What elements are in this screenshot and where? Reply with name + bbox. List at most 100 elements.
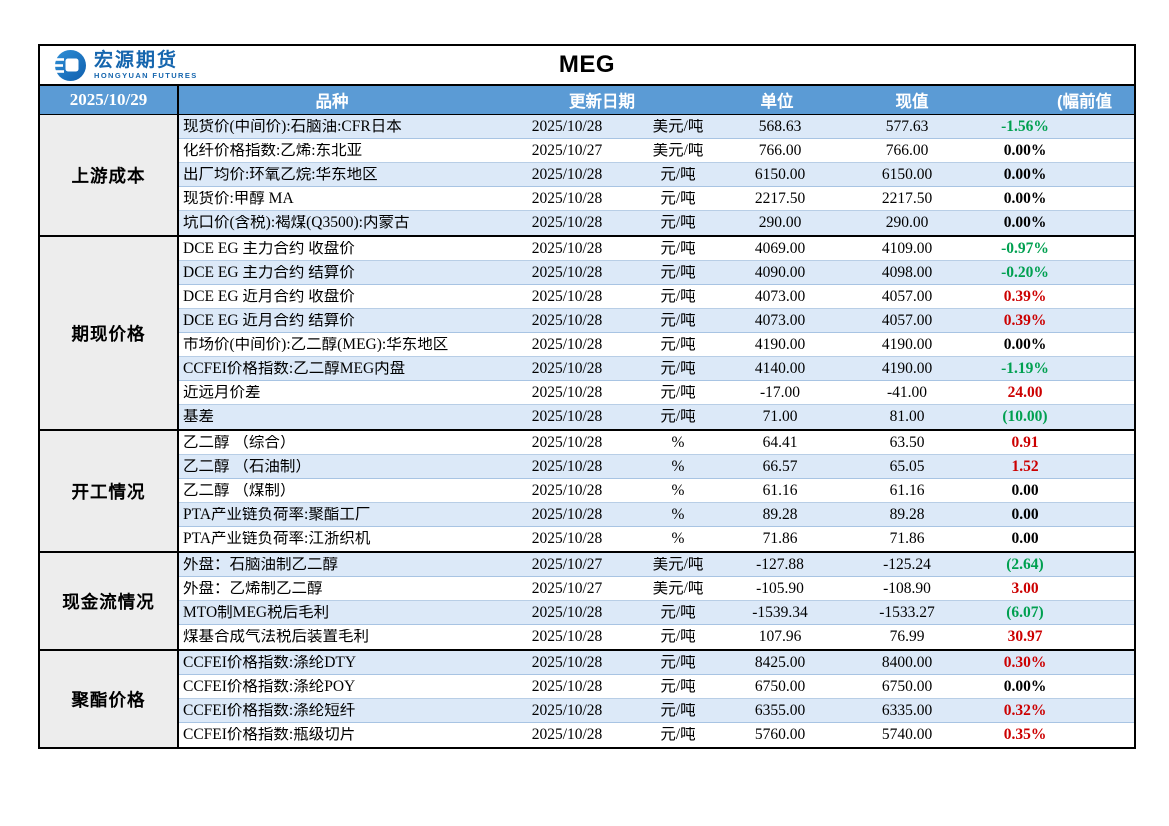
change-cell: -1.19% [1001, 360, 1049, 377]
hongyuan-globe-icon [54, 49, 87, 82]
row-group-label: 现金流情况 [40, 553, 177, 649]
previous-value-cell: 4109.00 [881, 240, 933, 257]
item-cell: MTO制MEG税后毛利 [183, 604, 330, 621]
unit-cell: 元/吨 [660, 240, 696, 257]
previous-value-cell: 71.86 [889, 531, 925, 547]
unit-cell: 元/吨 [660, 727, 696, 743]
row-group: 聚酯价格 CCFEI价格指数:涤纶DTY 2025/10/28 元/吨 8425.00 8… [40, 649, 1134, 747]
table-header-row: 2025/10/29 品种 更新日期 单位 现值 (幅前值 [40, 86, 1134, 115]
table-row: CCFEI价格指数:乙二醇MEG内盘 2025/10/28 元/吨 4140.00 41… [177, 357, 1134, 381]
table-row: PTA产业链负荷率:江浙织机 2025/10/28% 71.86 71.86 0.00 [177, 527, 1134, 551]
unit-cell: 美元/吨 [652, 556, 704, 573]
meg-report-table: 宏源期货 HONGYUAN FUTURES MEG 2025/10/29 品种 … [38, 44, 1136, 749]
brand-logo: 宏源期货 HONGYUAN FUTURES [54, 49, 198, 82]
change-cell: 0.39% [1003, 288, 1047, 305]
previous-value-cell: 4190.00 [881, 360, 933, 377]
unit-cell: 元/吨 [660, 336, 696, 353]
item-cell: 现货价:甲醇 MA [183, 190, 294, 207]
change-cell: 0.00% [1003, 678, 1047, 695]
current-value-cell: 6150.00 [754, 166, 806, 183]
table-row: DCE EG 主力合约 结算价 2025/10/28 元/吨 4090.00 4098.… [177, 261, 1134, 285]
row-group-label: 上游成本 [40, 115, 177, 235]
item-cell: 乙二醇 （煤制） [183, 482, 296, 499]
table-row: PTA产业链负荷率:聚酯工厂 2025/10/28% 89.28 89.28 0.00 [177, 503, 1134, 527]
item-cell: CCFEI价格指数:涤纶短纤 [183, 702, 356, 719]
current-value-cell: 766.00 [758, 142, 802, 159]
update-date-cell: 2025/10/28 [531, 702, 603, 719]
update-date-cell: 2025/10/28 [531, 190, 603, 207]
unit-cell: 元/吨 [660, 678, 696, 695]
current-value-cell: -127.88 [756, 556, 804, 573]
item-cell: PTA产业链负荷率:聚酯工厂 [183, 506, 371, 523]
item-cell: DCE EG 主力合约 结算价 [183, 264, 355, 281]
update-date-cell: 2025/10/28 [531, 678, 603, 695]
table-area: 2025/10/29 品种 更新日期 单位 现值 (幅前值 上游成本 现货价(中间… [40, 86, 1134, 747]
current-value-cell: 61.16 [762, 482, 798, 499]
col-header-unit: 单位 [760, 93, 794, 111]
row-group: 期现价格 DCE EG 主力合约 收盘价 2025/10/28 元/吨 4069.00 4… [40, 235, 1134, 429]
col-header-change-prev: (幅前值 [1057, 93, 1112, 111]
item-cell: 近远月价差 [183, 384, 261, 401]
change-cell: 0.39% [1003, 312, 1047, 329]
current-value-cell: 568.63 [758, 118, 802, 135]
change-cell: 0.00% [1003, 215, 1047, 231]
table-row: 外盘：石脑油制乙二醇 2025/10/27 美元/吨 -127.88 -125.24 (2… [177, 553, 1134, 577]
unit-cell: % [671, 458, 685, 475]
change-cell: -1.56% [1001, 118, 1049, 135]
update-date-cell: 2025/10/28 [531, 240, 603, 257]
change-cell: 30.97 [1007, 629, 1043, 645]
change-cell: 0.30% [1003, 654, 1047, 671]
unit-cell: 元/吨 [660, 409, 696, 425]
item-cell: DCE EG 近月合约 结算价 [183, 312, 355, 329]
table-row: 煤基合成气法税后装置毛利 2025/10/28 元/吨 107.96 76.99 30.9… [177, 625, 1134, 649]
table-row: 乙二醇 （石油制） 2025/10/28% 66.57 65.05 1.52 [177, 455, 1134, 479]
item-cell: CCFEI价格指数:涤纶POY [183, 678, 356, 695]
row-group-label: 开工情况 [40, 431, 177, 551]
change-cell: -0.20% [1001, 264, 1049, 281]
update-date-cell: 2025/10/28 [531, 215, 603, 231]
unit-cell: % [671, 482, 685, 499]
unit-cell: 元/吨 [660, 312, 696, 329]
col-header-current: 现值 [895, 93, 929, 111]
unit-cell: % [671, 434, 685, 451]
previous-value-cell: -125.24 [883, 556, 931, 573]
unit-cell: 元/吨 [660, 190, 696, 207]
unit-cell: 美元/吨 [652, 580, 704, 597]
col-header-update: 更新日期 [569, 93, 635, 111]
unit-cell: 元/吨 [660, 360, 696, 377]
unit-cell: 元/吨 [660, 654, 696, 671]
table-row: CCFEI价格指数:涤纶POY 2025/10/28 元/吨 6750.00 6750.… [177, 675, 1134, 699]
change-cell: 0.00% [1003, 190, 1047, 207]
item-cell: 基差 [183, 409, 215, 425]
unit-cell: 元/吨 [660, 384, 696, 401]
table-row: 化纤价格指数:乙烯:东北亚 2025/10/27 美元/吨 766.00 766.00 0… [177, 139, 1134, 163]
change-cell: 0.00% [1003, 166, 1047, 183]
current-value-cell: 89.28 [762, 506, 798, 523]
title-bar: 宏源期货 HONGYUAN FUTURES MEG [40, 46, 1134, 86]
table-row: DCE EG 主力合约 收盘价 2025/10/28 元/吨 4069.00 4109.… [177, 237, 1134, 261]
change-cell: -0.97% [1001, 240, 1049, 257]
table-row: 现货价(中间价):石脑油:CFR日本 2025/10/28 美元/吨 568.63 57… [177, 115, 1134, 139]
current-value-cell: 6355.00 [754, 702, 806, 719]
previous-value-cell: -41.00 [886, 384, 928, 401]
table-row: CCFEI价格指数:瓶级切片 2025/10/28 元/吨 5760.00 5740.0… [177, 723, 1134, 747]
row-group: 上游成本 现货价(中间价):石脑油:CFR日本 2025/10/28 美元/吨 568.… [40, 115, 1134, 235]
previous-value-cell: 4190.00 [881, 336, 933, 353]
change-cell: 0.32% [1003, 702, 1047, 719]
item-cell: 外盘：石脑油制乙二醇 [183, 556, 339, 573]
unit-cell: 元/吨 [660, 288, 696, 305]
unit-cell: 美元/吨 [652, 142, 704, 159]
change-cell: 0.00% [1003, 336, 1047, 353]
unit-cell: 元/吨 [660, 604, 696, 621]
item-cell: 化纤价格指数:乙烯:东北亚 [183, 142, 363, 159]
table-row: CCFEI价格指数:涤纶DTY 2025/10/28 元/吨 8425.00 8400.… [177, 651, 1134, 675]
item-cell: CCFEI价格指数:瓶级切片 [183, 727, 356, 743]
current-value-cell: 2217.50 [754, 190, 806, 207]
page-title: MEG [558, 51, 616, 78]
update-date-cell: 2025/10/28 [531, 506, 603, 523]
brand-name-cn: 宏源期货 [94, 49, 179, 71]
unit-cell: 元/吨 [660, 702, 696, 719]
table-row: 近远月价差 2025/10/28 元/吨 -17.00 -41.00 24.00 [177, 381, 1134, 405]
change-cell: 0.91 [1011, 434, 1039, 451]
table-row: DCE EG 近月合约 收盘价 2025/10/28 元/吨 4073.00 4057.… [177, 285, 1134, 309]
